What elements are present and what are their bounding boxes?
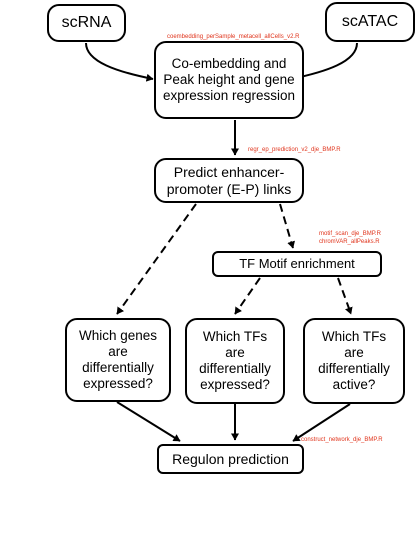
arrow-scrna-to-coembed [85, 42, 154, 82]
arrow-predict-to-tfmotif [279, 203, 295, 249]
arrow-predict-to-genes [116, 203, 197, 315]
node-coembedding-label: Co-embedding and Peak height and gene ex… [162, 55, 296, 104]
node-which-tfs-active-label: Which TFs are differentially active? [318, 328, 390, 393]
script-regr: regr_ep_prediction_v2_dje_BMP.R [248, 147, 341, 153]
node-tf-motif-label: TF Motif enrichment [239, 256, 355, 272]
node-regulon: Regulon prediction [157, 444, 304, 474]
node-scrna-label: scRNA [61, 14, 112, 32]
node-tf-motif: TF Motif enrichment [212, 251, 382, 277]
node-scrna: scRNA [47, 4, 126, 42]
node-coembedding: Co-embedding and Peak height and gene ex… [154, 41, 304, 119]
arrow-tfs-active-to-regulon [292, 403, 351, 442]
script-network: construct_network_dje_BMP.R [301, 437, 383, 443]
script-chromvar: chromVAR_allPeaks.R [319, 239, 380, 245]
node-which-tfs-de: Which TFs are differentially expressed? [185, 318, 285, 404]
arrow-genes-to-regulon [116, 401, 181, 442]
node-predict-ep: Predict enhancer-promoter (E-P) links [154, 158, 304, 203]
node-predict-ep-label: Predict enhancer-promoter (E-P) links [166, 163, 292, 197]
node-which-tfs-active: Which TFs are differentially active? [303, 318, 405, 404]
node-which-genes-label: Which genes are differentially expressed… [78, 327, 158, 392]
node-which-tfs-de-label: Which TFs are differentially expressed? [199, 328, 271, 393]
arrow-tfmotif-to-tfs-de [234, 277, 261, 315]
script-coembed: coembedding_perSample_metacell_allCells_… [167, 34, 300, 40]
arrow-tfmotif-to-tfs-active [337, 277, 353, 315]
node-which-genes: Which genes are differentially expressed… [65, 318, 171, 402]
node-regulon-label: Regulon prediction [172, 450, 289, 467]
node-scatac-label: scATAC [341, 13, 399, 31]
script-motif: motif_scan_dje_BMP.R [319, 231, 381, 237]
node-scatac: scATAC [325, 2, 415, 42]
